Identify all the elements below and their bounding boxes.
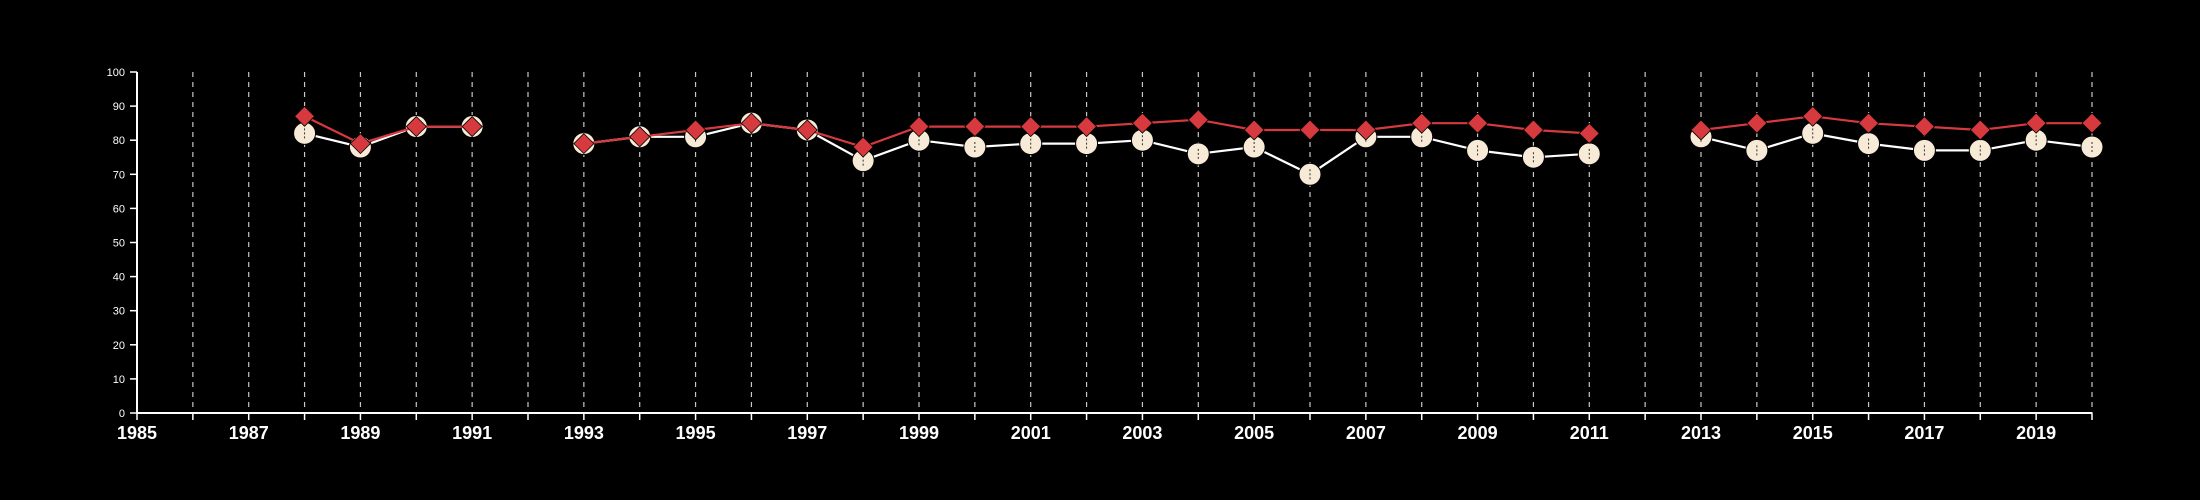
y-tick-label-60: 60 [113,203,125,215]
diamond-point-2011 [1578,122,1600,144]
x-tick-label-2005: 2005 [1234,423,1274,443]
diamond-point-2003 [1131,112,1153,134]
y-tick-label-80: 80 [113,135,125,147]
diamond-point-2007 [1355,119,1377,141]
diamond-point-2010 [1522,119,1544,141]
x-tick-label-2003: 2003 [1122,423,1162,443]
diamond-point-2020 [2081,112,2103,134]
diamond-point-1994 [629,126,651,148]
x-tick-label-2007: 2007 [1346,423,1386,443]
y-tick-label-20: 20 [113,340,125,352]
diamond-point-2013 [1690,119,1712,141]
diamond-point-2001 [1020,115,1042,138]
y-tick-label-30: 30 [113,306,125,318]
diamond-point-1997 [796,119,818,141]
diamond-point-2008 [1411,112,1433,134]
diamond-point-2006 [1299,119,1321,141]
series-diamond-line-0 [304,115,473,145]
y-tick-label-40: 40 [113,272,125,284]
x-tick-label-2011: 2011 [1570,423,1609,443]
x-tick-label-1993: 1993 [564,423,604,443]
y-tick-label-50: 50 [113,238,125,250]
diamond-point-1999 [908,115,930,138]
diamond-point-2000 [964,115,986,138]
diamond-point-2005 [1243,119,1265,141]
x-tick-label-2013: 2013 [1681,423,1721,443]
diamond-point-1990 [405,115,427,138]
x-tick-label-2019: 2019 [2016,423,2056,443]
x-tick-label-2017: 2017 [1904,423,1944,443]
y-tick-label-0: 0 [119,408,125,420]
y-tick-label-100: 100 [107,67,125,79]
diamond-point-1988 [294,105,316,127]
diamond-point-1989 [349,133,371,155]
grid [192,72,2093,413]
diamond-point-2018 [1969,119,1991,141]
x-tick-label-2009: 2009 [1458,423,1498,443]
diamond-point-2002 [1076,115,1098,138]
diamond-point-1991 [461,115,483,138]
series-layer [293,105,2104,186]
diamond-point-2004 [1187,109,1209,131]
y-tick-label-70: 70 [113,169,125,181]
x-tick-label-2015: 2015 [1793,423,1833,443]
diamond-point-2014 [1746,112,1768,134]
axes: 0 10 20 30 40 50 60 70 80 90 100 1985 1987 1989 1991 19… [107,67,2093,443]
diamond-point-1995 [685,119,707,141]
diamond-point-2019 [2025,112,2047,134]
series-diamond [294,105,2103,158]
x-tick-label-1995: 1995 [676,423,716,443]
x-tick-label-1987: 1987 [229,423,269,443]
x-tick-label-1989: 1989 [340,423,380,443]
diamond-point-2016 [1858,112,1880,134]
diamond-point-1998 [852,136,874,158]
diamond-point-1996 [740,112,762,134]
x-tick-label-1985: 1985 [117,423,157,443]
diamond-point-2009 [1467,112,1489,134]
x-tick-label-1997: 1997 [787,423,827,443]
y-tick-label-90: 90 [113,101,125,113]
diamond-point-2015 [1802,105,1824,127]
y-tick-label-10: 10 [113,374,125,386]
diamond-point-2017 [1913,115,1935,138]
diamond-point-1993 [573,133,595,155]
x-tick-label-1991: 1991 [452,423,492,443]
x-tick-label-2001: 2001 [1011,423,1051,443]
x-tick-label-1999: 1999 [899,423,939,443]
